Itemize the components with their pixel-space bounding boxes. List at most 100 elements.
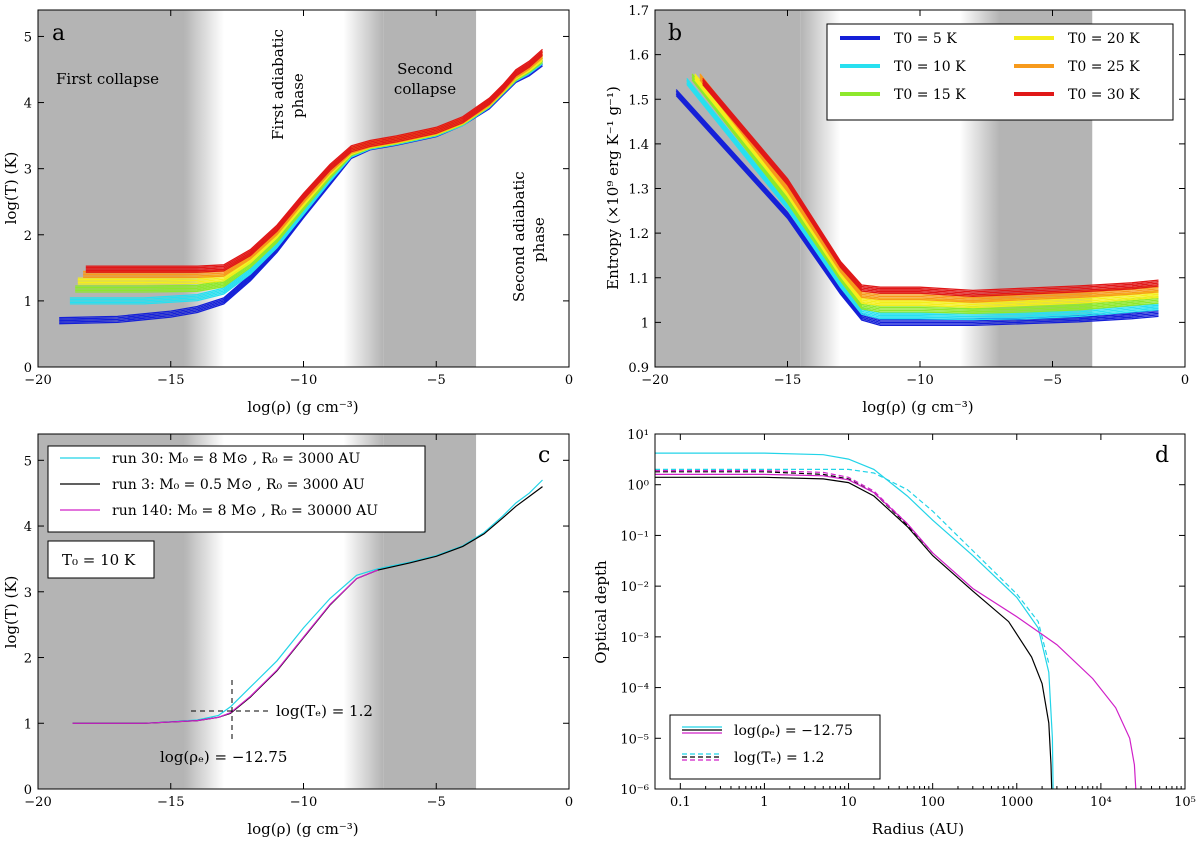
x-tick-label: 0 xyxy=(565,373,573,388)
x-tick-label: 0 xyxy=(1181,373,1189,388)
x-tick-label: −15 xyxy=(157,795,184,810)
panel-label: a xyxy=(52,21,65,46)
x-tick-label: −20 xyxy=(641,373,668,388)
panel-label: c xyxy=(538,443,550,468)
series-line xyxy=(702,83,1159,298)
x-tick-label: 1000 xyxy=(1000,795,1033,810)
series-line xyxy=(72,569,379,724)
panel-c: −20 −15 −10 −5 0 0 1 2 3 4 5 c run 30: M₀ = 8 M⊙ ,… xyxy=(2,433,573,838)
axis-ticks: −20 −15 −10 −5 0 0 1 2 3 4 5 xyxy=(24,10,573,388)
series-group xyxy=(655,452,1137,790)
y-tick-label: 10⁰ xyxy=(627,479,649,494)
phase-label-second-collapse: Second collapse xyxy=(394,60,456,98)
y-axis-label: Entropy (×10⁹ erg K⁻¹ g⁻¹) xyxy=(604,86,622,290)
y-tick-label: 0.9 xyxy=(628,361,649,376)
legend-label: log(Tₑ) = 1.2 xyxy=(734,750,824,766)
shaded-region xyxy=(383,10,477,367)
y-tick-label: 3 xyxy=(24,163,32,178)
series-line xyxy=(702,82,1159,296)
series-line xyxy=(699,79,1159,303)
y-tick-label: 1.6 xyxy=(628,49,649,64)
series-line xyxy=(699,77,1159,302)
panel-a: −20 −15 −10 −5 0 0 1 2 3 4 5 a First collapse Firs… xyxy=(2,9,573,416)
y-tick-label: 10⁻³ xyxy=(620,631,649,646)
shaded-region xyxy=(343,10,384,367)
y-tick-label: 10⁻¹ xyxy=(620,529,649,544)
y-tick-label: 4 xyxy=(24,520,32,535)
series-group xyxy=(59,48,543,325)
legend: T0 = 5 K T0 = 10 K T0 = 15 K T0 = 20 K T0 = … xyxy=(826,23,1174,121)
y-tick-label: 1 xyxy=(24,295,32,310)
x-tick-label: 10 xyxy=(840,795,857,810)
phase-label-first-collapse: First collapse xyxy=(56,70,159,88)
x-tick-label: −10 xyxy=(906,373,933,388)
axis-ticks: 0.1 1 10 100 1000 10⁴ 10⁵ 10⁻⁶ 10⁻⁵ 10⁻⁴ 10⁻³ 10⁻² 1… xyxy=(620,428,1196,810)
axis-ticks: −20 −15 −10 −5 0 0.9 1 1.1 1.2 1.3 1.4 1.5 1.6 1.7 xyxy=(628,4,1189,388)
series-line xyxy=(655,470,934,554)
series-line xyxy=(85,48,543,267)
x-axis-label: Radius (AU) xyxy=(872,820,964,838)
series-line xyxy=(675,92,1159,324)
legend-label: log(ρₑ) = −12.75 xyxy=(734,723,853,739)
series-line xyxy=(83,57,543,279)
series-line xyxy=(702,77,1159,292)
series-line xyxy=(686,80,1159,318)
series-line xyxy=(691,78,1159,313)
series-group xyxy=(675,73,1159,327)
y-tick-label: 0 xyxy=(24,361,32,376)
y-axis-label: log(T) (K) xyxy=(2,576,20,649)
x-tick-label: −5 xyxy=(1043,373,1062,388)
x-tick-label: 10⁴ xyxy=(1090,795,1112,810)
t0-box xyxy=(47,540,155,579)
y-axis-label: log(T) (K) xyxy=(2,152,20,225)
legend: run 30: M₀ = 8 M⊙ , R₀ = 3000 AU run 3: M… xyxy=(47,445,426,533)
series-line xyxy=(655,452,1054,790)
legend-items: log(ρₑ) = −12.75 log(Tₑ) = 1.2 xyxy=(682,723,853,766)
x-tick-label: −15 xyxy=(157,373,184,388)
series-line xyxy=(686,82,1159,319)
y-tick-label: 2 xyxy=(24,652,32,667)
panel-label: b xyxy=(668,21,682,46)
legend-items: T0 = 5 K T0 = 10 K T0 = 15 K T0 = 20 K T0 = … xyxy=(840,31,1140,103)
y-tick-label: 10⁻² xyxy=(620,580,649,595)
series-group xyxy=(72,479,543,724)
phase-shading xyxy=(38,10,477,367)
x-tick-label: 100 xyxy=(920,795,945,810)
x-tick-label: 10⁵ xyxy=(1174,795,1196,810)
y-tick-label: 2 xyxy=(24,229,32,244)
series-line xyxy=(691,79,1159,314)
legend-label: run 30: M₀ = 8 M⊙ , R₀ = 3000 AU xyxy=(112,451,360,467)
series-line xyxy=(85,54,543,273)
legend-items: run 30: M₀ = 8 M⊙ , R₀ = 3000 AU run 3: M… xyxy=(60,451,378,519)
y-tick-label: 10⁻⁴ xyxy=(620,682,649,697)
series-line xyxy=(686,83,1159,321)
series-line xyxy=(85,50,543,269)
y-tick-label: 3 xyxy=(24,586,32,601)
y-axis-label: Optical depth xyxy=(592,560,610,664)
series-line xyxy=(675,90,1159,322)
x-axis-label: log(ρ) (g cm⁻³) xyxy=(862,398,973,416)
y-tick-label: 10⁻⁵ xyxy=(620,732,649,747)
y-tick-label: 1 xyxy=(641,316,649,331)
legend-label: run 3: M₀ = 0.5 M⊙ , R₀ = 3000 AU xyxy=(112,477,365,493)
t0-label: T₀ = 10 K xyxy=(62,551,136,569)
series-line xyxy=(702,80,1159,295)
y-tick-label: 1.1 xyxy=(628,272,649,287)
legend-label: T0 = 15 K xyxy=(894,87,966,103)
x-tick-label: −20 xyxy=(24,795,51,810)
legend-label: T0 = 25 K xyxy=(1068,59,1140,75)
x-tick-label: −10 xyxy=(290,373,317,388)
x-tick-label: −5 xyxy=(427,795,446,810)
series-line xyxy=(655,471,934,554)
legend-label: run 140: M₀ = 8 M⊙ , R₀ = 30000 AU xyxy=(112,503,378,519)
x-tick-label: −5 xyxy=(427,373,446,388)
y-tick-label: 4 xyxy=(24,97,32,112)
x-tick-label: −10 xyxy=(290,795,317,810)
legend-label: T0 = 20 K xyxy=(1068,31,1140,47)
panel-b: −20 −15 −10 −5 00.911.11.21.31.41.51.61.7 b … xyxy=(604,4,1189,416)
series-line xyxy=(655,476,1053,790)
series-line xyxy=(694,76,1159,306)
rhoc-annotation: log(ρₑ) = −12.75 xyxy=(160,748,287,766)
phase-label-first-adiabatic: First adiabatic phase xyxy=(269,29,307,140)
